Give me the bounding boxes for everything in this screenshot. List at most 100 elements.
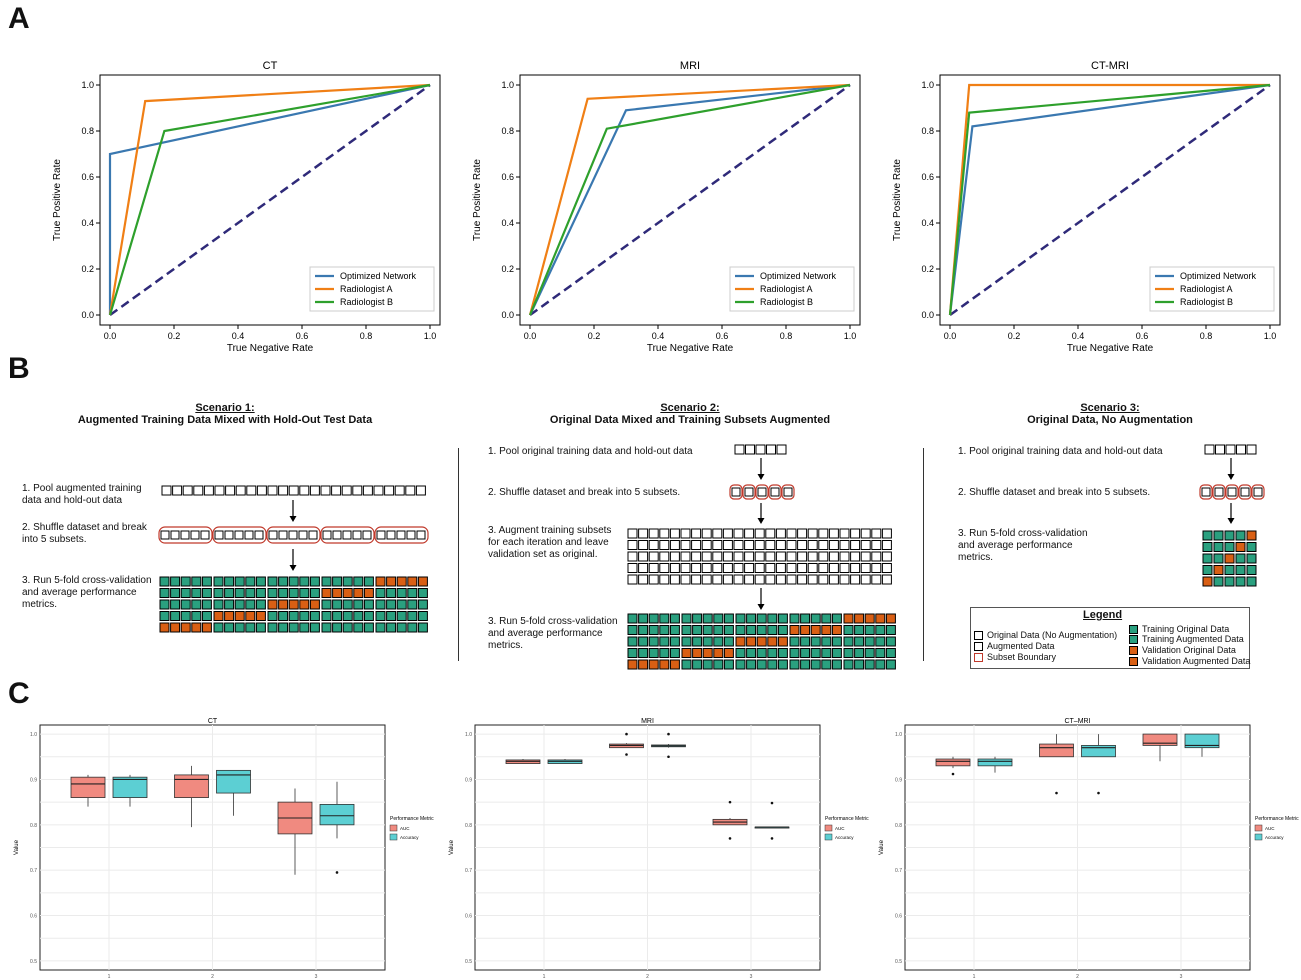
augmented-cell xyxy=(648,563,659,573)
augmented-cell xyxy=(786,563,797,573)
augmented-cell xyxy=(638,574,649,585)
augmented-cell xyxy=(627,563,638,573)
data-cell xyxy=(1215,444,1225,455)
outlier-point xyxy=(728,800,732,804)
arrow-head xyxy=(1227,518,1235,524)
fold-cell xyxy=(854,625,865,635)
y-tick-label: 0.6 xyxy=(81,172,94,182)
fold-cell xyxy=(386,588,397,598)
scenario-2-heading: Scenario 2: Original Data Mixed and Trai… xyxy=(530,402,850,426)
fold-cell xyxy=(702,613,713,624)
augmented-cell xyxy=(871,551,882,562)
fold-cell xyxy=(342,588,353,598)
augmented-cell xyxy=(733,574,744,585)
roc-chart-ct: CT 0.0 0.0 0.2 0.2 0.4 0.4 0.6 0.6 0.8 0.8 1.0 1.0 Tr… xyxy=(40,55,441,360)
y-tick-label: 0.9 xyxy=(465,777,472,783)
boxplot-ct: CT0.50.60.70.80.91.0123ScenarioValuePerf… xyxy=(0,715,434,980)
legend-label: Radiologist B xyxy=(760,297,813,307)
fold-cell xyxy=(342,611,353,621)
fold-cell xyxy=(713,636,724,647)
fold-cell xyxy=(800,613,811,624)
y-tick-label: 0.0 xyxy=(81,310,94,320)
data-cell xyxy=(182,485,193,496)
fold-cell xyxy=(288,588,299,598)
augmented-cell xyxy=(839,528,850,539)
fold-cell xyxy=(756,659,767,670)
fold-cell xyxy=(201,611,212,621)
augmented-cell xyxy=(850,551,861,562)
fold-cell xyxy=(854,648,865,658)
fold-cell xyxy=(375,611,386,621)
fold-cell xyxy=(864,636,875,647)
fold-cell xyxy=(299,576,310,587)
augmented-cell xyxy=(627,540,638,550)
panel-a-label: A xyxy=(8,2,30,35)
augmented-cell xyxy=(786,540,797,550)
fold-cell xyxy=(681,625,692,635)
fold-cell xyxy=(342,599,353,610)
augmented-cell xyxy=(775,563,786,573)
augmented-cell xyxy=(786,551,797,562)
fold-cell xyxy=(363,622,374,633)
fold-cell xyxy=(407,622,418,633)
fold-cell xyxy=(159,576,170,587)
data-cell xyxy=(267,485,278,496)
fold-cell xyxy=(810,613,821,624)
legend-label: Radiologist A xyxy=(1180,284,1233,294)
data-cell xyxy=(214,530,224,540)
y-tick-label: 0.6 xyxy=(895,914,902,920)
fold-cell xyxy=(299,622,310,633)
fold-cell xyxy=(417,622,428,633)
arrow-head xyxy=(289,516,297,522)
augmented-cell xyxy=(828,574,839,585)
scenario-1-step-3: 3. Run 5-fold cross-validation and avera… xyxy=(22,575,152,610)
fold-cell xyxy=(885,659,896,670)
fold-cell xyxy=(756,648,767,658)
y-tick-label: 0.8 xyxy=(81,126,94,136)
augmented-cell xyxy=(786,574,797,585)
augmented-cell xyxy=(850,528,861,539)
fold-cell xyxy=(810,648,821,658)
fold-cell xyxy=(1246,530,1257,541)
arrow-head xyxy=(757,518,765,524)
divider-2 xyxy=(923,448,924,661)
outlier-point xyxy=(335,871,339,874)
augmented-cell xyxy=(627,528,638,539)
fold-cell xyxy=(1213,553,1224,564)
augmented-cell xyxy=(860,540,871,550)
x-tick-label: 1.0 xyxy=(424,331,437,341)
fold-cell xyxy=(627,636,638,647)
y-tick-label: 0.9 xyxy=(895,777,902,783)
augmented-cell xyxy=(797,528,808,539)
fold-cell xyxy=(800,648,811,658)
fold-cell xyxy=(702,659,713,670)
y-tick-label: 1.0 xyxy=(895,732,902,738)
augmented-cell xyxy=(733,551,744,562)
fold-cell xyxy=(638,613,649,624)
fold-cell xyxy=(1202,542,1213,552)
fold-cell xyxy=(1202,576,1213,587)
data-cell xyxy=(332,530,342,540)
fold-cell xyxy=(180,611,191,621)
scenario-1-subtitle: Augmented Training Data Mixed with Hold-… xyxy=(77,414,373,426)
legend-training-original: Training Original Data xyxy=(1129,624,1229,634)
roc-chart-ctmri: CT-MRI 0.0 0.0 0.2 0.2 0.4 0.4 0.6 0.6 0.8 0.8 1.0 1… xyxy=(880,55,1281,360)
data-cell xyxy=(190,530,200,540)
fold-cell xyxy=(1224,576,1235,587)
fold-cell xyxy=(309,622,320,633)
fold-cell xyxy=(885,613,896,624)
legend-label: AUC xyxy=(1265,826,1275,831)
fold-cell xyxy=(288,622,299,633)
fold-cell xyxy=(396,576,407,587)
data-cell xyxy=(322,530,332,540)
x-tick-label: 0.2 xyxy=(168,331,181,341)
fold-cell xyxy=(278,622,289,633)
fold-cell xyxy=(363,576,374,587)
fold-cell xyxy=(342,576,353,587)
data-cell xyxy=(783,487,793,497)
legend-original-data: Original Data (No Augmentation) xyxy=(974,630,1117,640)
x-tick-label: 0.8 xyxy=(1200,331,1213,341)
augmented-cell xyxy=(744,540,755,550)
augmented-cell xyxy=(765,540,776,550)
augmented-cell xyxy=(648,528,659,539)
